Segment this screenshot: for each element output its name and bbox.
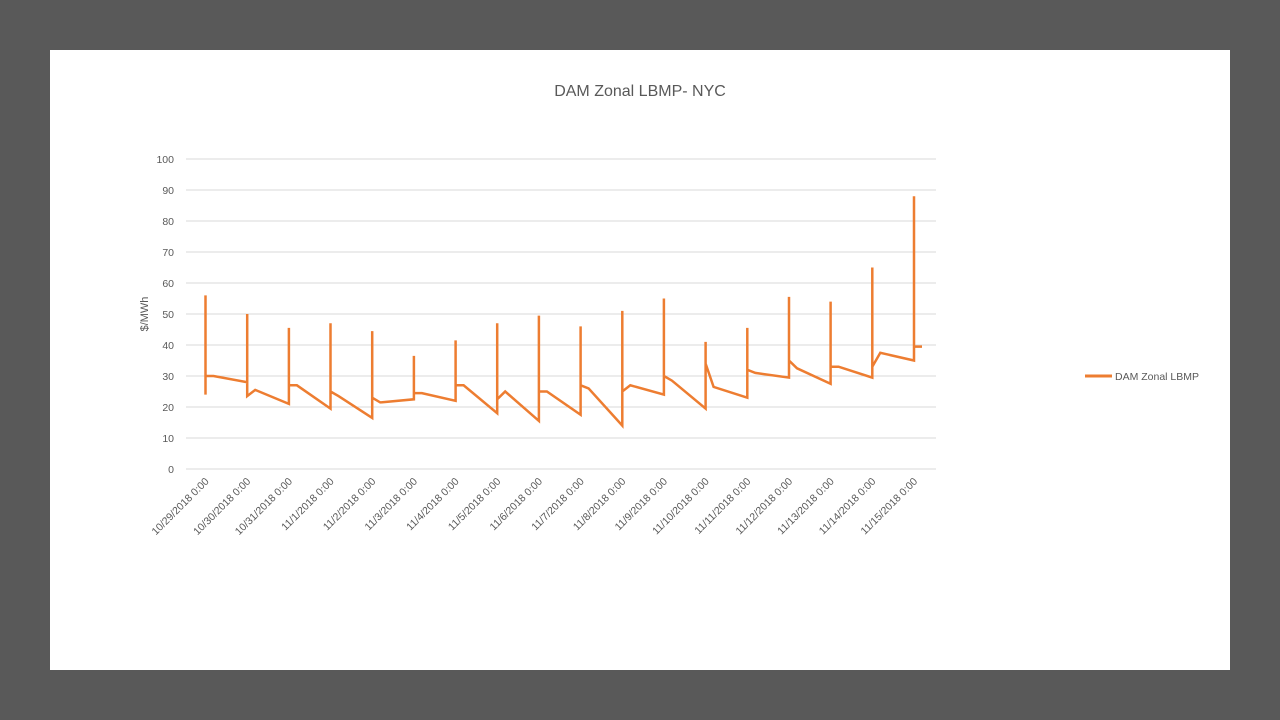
legend: DAM Zonal LBMP — [1085, 371, 1199, 383]
y-tick-label: 10 — [162, 433, 174, 445]
series-line — [204, 196, 922, 429]
y-tick-label: 30 — [162, 371, 174, 383]
chart-svg: DAM Zonal LBMP- NYC 0 10 20 30 40 50 60 70 80 90 1… — [139, 83, 1199, 538]
series-layer — [204, 196, 922, 429]
y-tick-label: 40 — [162, 340, 174, 352]
y-axis-title: $/MWh — [139, 297, 151, 332]
legend-label: DAM Zonal LBMP — [1115, 371, 1199, 383]
y-tick-label: 80 — [162, 216, 174, 228]
y-tick-label: 0 — [168, 464, 174, 476]
y-axis-ticks: 0 10 20 30 40 50 60 70 80 90 100 — [156, 154, 174, 476]
y-tick-label: 100 — [156, 154, 174, 166]
y-tick-label: 70 — [162, 247, 174, 259]
y-tick-label: 20 — [162, 402, 174, 414]
y-tick-label: 50 — [162, 309, 174, 321]
y-tick-label: 90 — [162, 185, 174, 197]
chart-title: DAM Zonal LBMP- NYC — [554, 83, 726, 100]
gridlines — [186, 158, 936, 470]
y-tick-label: 60 — [162, 278, 174, 290]
chart-panel: DAM Zonal LBMP- NYC 0 10 20 30 40 50 60 70 80 90 1… — [50, 50, 1230, 670]
